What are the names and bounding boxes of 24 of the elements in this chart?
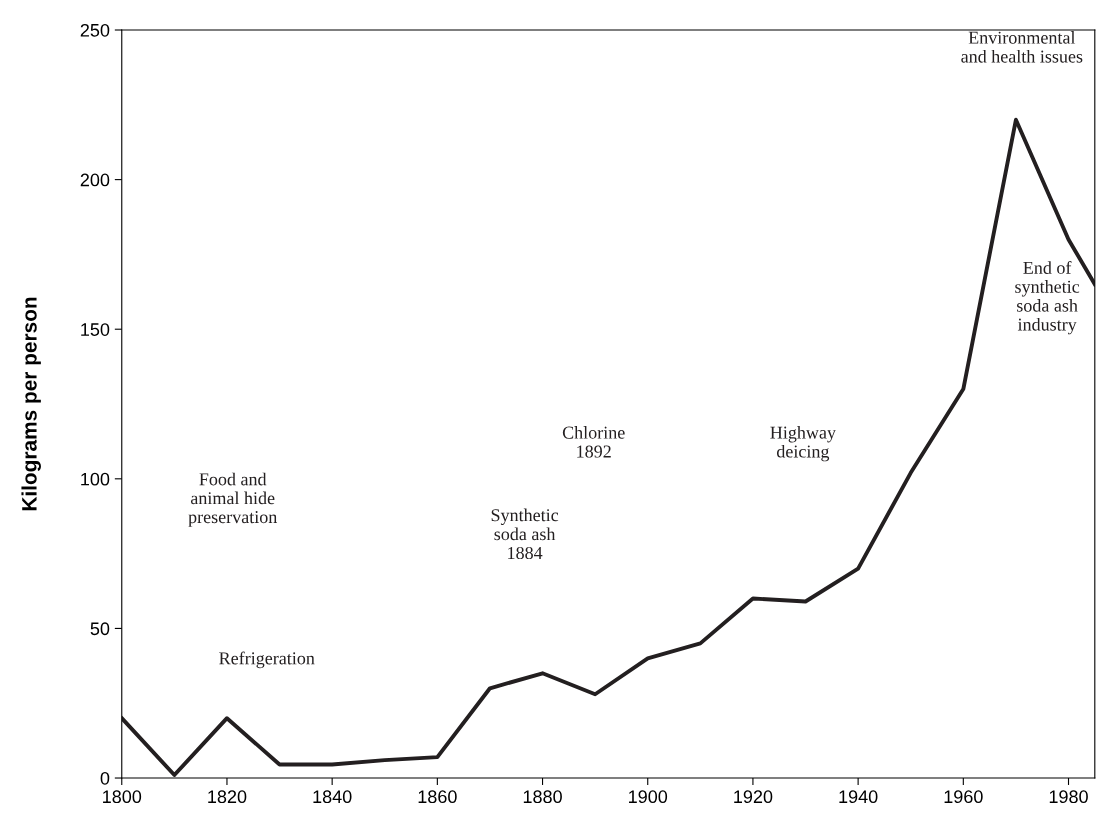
x-tick-label: 1800 [103,790,142,804]
x-tick-label: 1920 [734,790,773,804]
x-tick-label: 1820 [208,790,247,804]
annotation: Highway deicing [770,425,836,462]
y-tick-label: 100 [81,472,110,486]
y-tick-label: 150 [81,323,110,336]
annotation: Food and animal hide preservation [188,472,278,527]
annotation: Refrigeration [219,651,315,669]
x-tick-label: 1880 [523,790,562,804]
y-tick-label: 250 [80,23,110,37]
annotation: Environmental and health issues [961,31,1083,63]
x-tick-label: 1840 [313,790,352,804]
y-tick-label: 200 [80,173,110,187]
x-tick-label: 1940 [839,790,878,804]
x-tick-label: 1980 [1049,790,1088,804]
x-tick-label: 1960 [944,790,983,804]
y-axis-title: Kilograms per person [21,297,41,511]
x-tick-label: 1860 [418,790,457,804]
annotation: Synthetic soda ash 1884 [491,508,559,560]
y-tick-label: 0 [100,771,110,785]
annotation: Chlorine 1892 [562,426,625,458]
x-tick-label: 1900 [629,790,668,804]
y-tick-label: 50 [90,622,110,636]
annotation: End of synthetic soda ash industry [1015,261,1080,335]
